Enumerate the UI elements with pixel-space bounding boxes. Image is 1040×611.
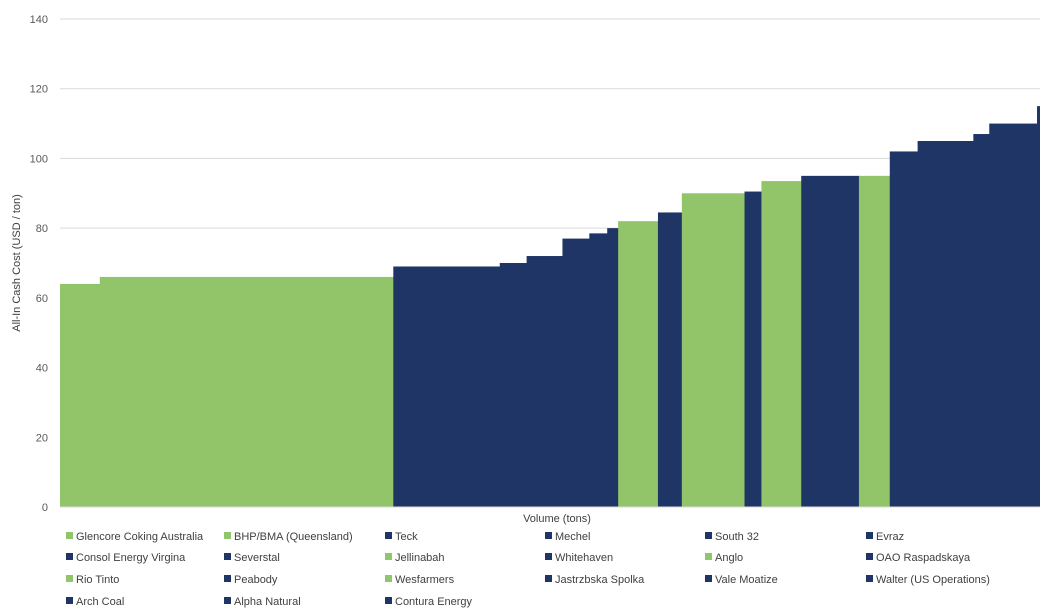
bar-3 xyxy=(499,263,528,507)
legend-item: Anglo xyxy=(705,552,743,564)
legend-item: Jellinabah xyxy=(385,552,445,564)
legend-label: Wesfarmers xyxy=(395,574,455,586)
legend-label: Vale Moatize xyxy=(715,574,778,586)
legend-item: OAO Raspadskaya xyxy=(866,552,971,564)
bar-18 xyxy=(989,123,1038,507)
legend-item: Teck xyxy=(385,531,418,543)
legend-label: Mechel xyxy=(555,531,590,543)
legend-swatch xyxy=(545,575,552,582)
legend-label: Severstal xyxy=(234,552,280,564)
bar-14 xyxy=(858,175,891,508)
y-axis-title: All-In Cash Cost (USD / ton) xyxy=(11,194,23,332)
legend-item: Contura Energy xyxy=(385,596,473,608)
legend-item: Wesfarmers xyxy=(385,574,455,586)
legend-item: Alpha Natural xyxy=(224,596,301,608)
legend-item: Rio Tinto xyxy=(66,574,119,586)
legend-label: Jastrzbska Spolka xyxy=(555,574,645,586)
legend-swatch xyxy=(66,597,73,604)
bar-11 xyxy=(744,191,762,508)
legend-item: Glencore Coking Australia xyxy=(66,531,204,543)
legend-label: Anglo xyxy=(715,552,743,564)
y-tick-label: 20 xyxy=(36,432,48,444)
legend-item: Mechel xyxy=(545,531,590,543)
y-tick-label: 140 xyxy=(30,14,48,26)
y-tick-label: 60 xyxy=(36,293,48,305)
bar-1 xyxy=(99,276,394,507)
legend-swatch xyxy=(385,597,392,604)
legend-item: Jastrzbska Spolka xyxy=(545,574,645,586)
legend-swatch xyxy=(705,532,712,539)
legend-item: Vale Moatize xyxy=(705,574,778,586)
legend-label: Evraz xyxy=(876,531,904,543)
legend-label: Glencore Coking Australia xyxy=(76,531,204,543)
legend-label: Teck xyxy=(395,531,418,543)
legend-swatch xyxy=(66,532,73,539)
legend-item: BHP/BMA (Queensland) xyxy=(224,531,353,543)
legend-label: South 32 xyxy=(715,531,759,543)
legend-swatch xyxy=(545,553,552,560)
legend-swatch xyxy=(705,575,712,582)
bar-15 xyxy=(889,151,919,507)
bar-16 xyxy=(917,141,974,507)
legend-swatch xyxy=(866,532,873,539)
legend-item: Consol Energy Virgina xyxy=(66,552,186,564)
legend-swatch xyxy=(705,553,712,560)
legend-label: BHP/BMA (Queensland) xyxy=(234,531,353,543)
legend-item: Evraz xyxy=(866,531,904,543)
bar-6 xyxy=(589,233,608,507)
legend-swatch xyxy=(66,575,73,582)
bar-9 xyxy=(657,212,683,507)
legend-swatch xyxy=(224,532,231,539)
legend-swatch xyxy=(545,532,552,539)
y-tick-label: 120 xyxy=(30,84,48,96)
y-axis-ticks: 0 20 40 60 80 100 120 140 xyxy=(30,14,48,514)
x-axis-title: Volume (tons) xyxy=(523,513,591,525)
bar-4 xyxy=(526,256,563,507)
legend-swatch xyxy=(866,553,873,560)
legend-item: Arch Coal xyxy=(66,596,124,608)
legend-label: Peabody xyxy=(234,574,278,586)
bar-8 xyxy=(618,221,659,508)
legend-item: South 32 xyxy=(705,531,759,543)
legend-swatch xyxy=(224,575,231,582)
legend-swatch xyxy=(866,575,873,582)
legend-swatch xyxy=(224,553,231,560)
legend-label: Walter (US Operations) xyxy=(876,574,990,586)
legend-item: Peabody xyxy=(224,574,278,586)
legend-item: Severstal xyxy=(224,552,280,564)
legend-label: Consol Energy Virgina xyxy=(76,552,186,564)
legend-label: Whitehaven xyxy=(555,552,613,564)
legend-label: Contura Energy xyxy=(395,596,473,608)
y-tick-label: 0 xyxy=(42,502,48,514)
legend-item: Whitehaven xyxy=(545,552,613,564)
bars xyxy=(60,106,1040,508)
bar-12 xyxy=(761,181,802,507)
bar-0 xyxy=(60,283,101,507)
bar-7 xyxy=(607,228,619,507)
legend-label: Rio Tinto xyxy=(76,574,119,586)
bar-17 xyxy=(973,134,990,507)
legend-swatch xyxy=(385,553,392,560)
bar-5 xyxy=(562,238,590,507)
legend: Glencore Coking Australia BHP/BMA (Queens… xyxy=(66,531,990,608)
legend-label: Alpha Natural xyxy=(234,596,301,608)
legend-label: Arch Coal xyxy=(76,596,124,608)
legend-swatch xyxy=(66,553,73,560)
legend-label: Jellinabah xyxy=(395,552,445,564)
bar-13 xyxy=(801,175,860,508)
bar-10 xyxy=(681,193,745,508)
legend-swatch xyxy=(224,597,231,604)
legend-swatch xyxy=(385,575,392,582)
y-tick-label: 80 xyxy=(36,223,48,235)
y-tick-label: 40 xyxy=(36,363,48,375)
bar-2 xyxy=(393,266,501,507)
legend-swatch xyxy=(385,532,392,539)
legend-label: OAO Raspadskaya xyxy=(876,552,971,564)
bar-19 xyxy=(1037,106,1040,507)
y-tick-label: 100 xyxy=(30,153,48,165)
legend-item: Walter (US Operations) xyxy=(866,574,990,586)
